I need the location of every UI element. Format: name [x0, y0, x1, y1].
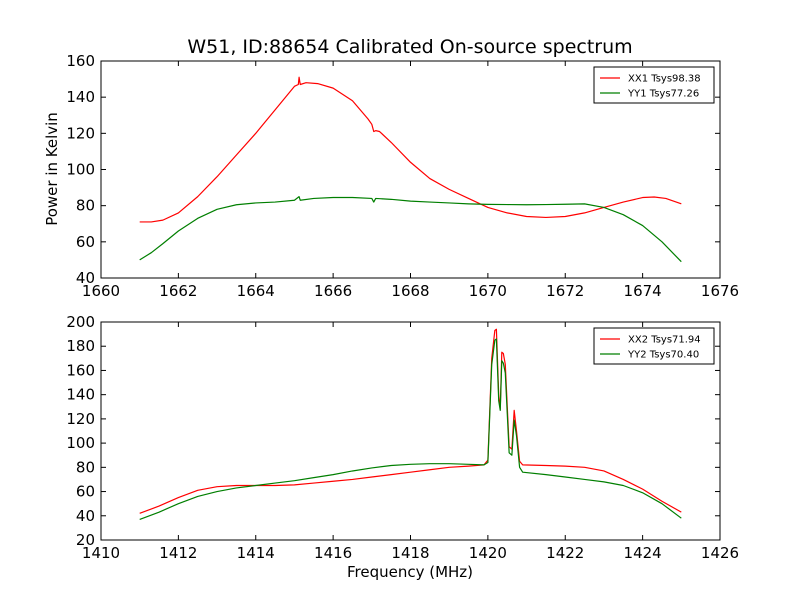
top-y-tick-label: 140 — [66, 88, 95, 106]
bottom-legend-entry: YY2 Tsys70.40 — [627, 350, 699, 361]
bottom-y-tick-label: 140 — [66, 386, 95, 404]
top-y-tick-label: 120 — [66, 124, 95, 142]
bottom-y-tick-label: 60 — [76, 483, 95, 501]
top-x-tick-label: 1676 — [701, 282, 739, 300]
chart-title: W51, ID:88654 Calibrated On-source spect… — [187, 36, 632, 58]
bottom-x-tick-label: 1420 — [469, 544, 507, 562]
bottom-x-tick-label: 1412 — [159, 544, 197, 562]
bottom-y-tick-label: 20 — [76, 531, 95, 549]
bottom-x-tick-label: 1416 — [314, 544, 352, 562]
bottom-x-axis-label: Frequency (MHz) — [347, 563, 473, 581]
bottom-legend-box — [593, 327, 715, 365]
top-x-tick-label: 1662 — [159, 282, 197, 300]
top-x-tick-label: 1670 — [469, 282, 507, 300]
bottom-x-tick-label: 1424 — [624, 544, 662, 562]
bottom-series-line-xx2 — [139, 328, 682, 514]
top-y-tick-label: 100 — [66, 161, 95, 179]
bottom-y-tick-label: 180 — [66, 337, 95, 355]
bottom-y-tick-label: 80 — [76, 458, 95, 476]
top-legend: XX1 Tsys98.38 YY1 Tsys77.26 — [593, 66, 715, 104]
top-x-tick-label: 1672 — [546, 282, 584, 300]
top-x-tick-label: 1668 — [391, 282, 429, 300]
bottom-axes: Frequency (MHz) 1410 1412 1414 1416 1418 1420… — [66, 313, 739, 581]
top-x-tick-label: 1674 — [624, 282, 662, 300]
bottom-x-tick-label: 1410 — [82, 544, 120, 562]
top-legend-entry: XX1 Tsys98.38 — [628, 74, 701, 85]
bottom-legend: XX2 Tsys71.94 YY2 Tsys70.40 — [593, 327, 715, 365]
bottom-y-tick-label: 160 — [66, 361, 95, 379]
bottom-series-line-yy2 — [139, 338, 682, 520]
top-x-tick-label: 1666 — [314, 282, 352, 300]
top-legend-box — [593, 66, 715, 104]
top-y-tick-label: 80 — [76, 197, 95, 215]
bottom-y-tick-label: 120 — [66, 410, 95, 428]
bottom-x-tick-label: 1426 — [701, 544, 739, 562]
bottom-x-tick-label: 1418 — [391, 544, 429, 562]
bottom-x-tick-label: 1422 — [546, 544, 584, 562]
top-series-line-yy1 — [139, 196, 682, 263]
top-y-tick-label: 60 — [76, 233, 95, 251]
top-axes: W51, ID:88654 Calibrated On-source spect… — [43, 36, 739, 300]
bottom-y-tick-label: 200 — [66, 313, 95, 331]
top-y-axis-label: Power in Kelvin — [43, 112, 61, 226]
bottom-y-tick-label: 40 — [76, 507, 95, 525]
top-x-tick-label: 1664 — [237, 282, 275, 300]
bottom-legend-entry: XX2 Tsys71.94 — [628, 335, 701, 346]
top-x-tick-label: 1660 — [82, 282, 120, 300]
bottom-x-tick-label: 1414 — [237, 544, 275, 562]
top-legend-entry: YY1 Tsys77.26 — [627, 89, 699, 100]
top-y-tick-label: 40 — [76, 269, 95, 287]
top-y-tick-label: 160 — [66, 52, 95, 70]
bottom-y-tick-label: 100 — [66, 434, 95, 452]
top-series-line-xx1 — [139, 76, 682, 223]
